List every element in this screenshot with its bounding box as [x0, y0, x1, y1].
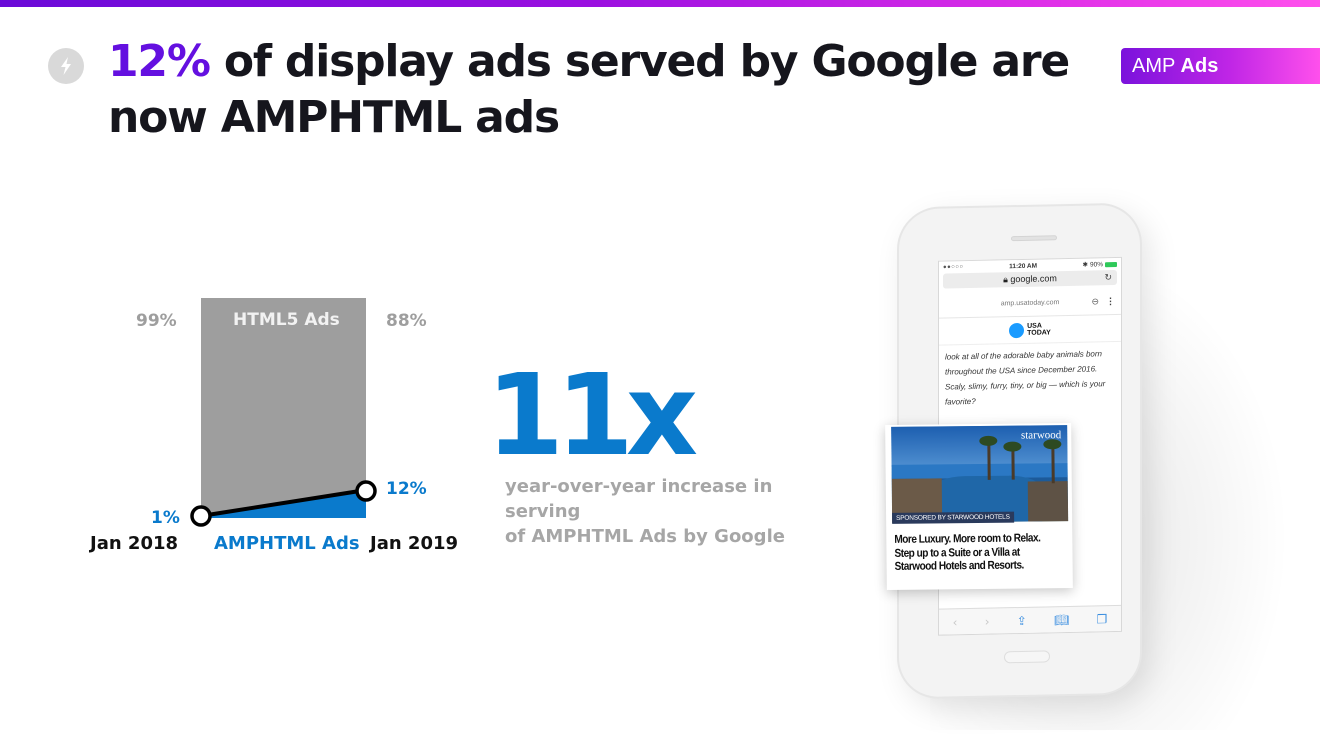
x-label-end: Jan 2019 [370, 533, 459, 554]
usa-today-dot-icon [1009, 322, 1025, 338]
ad-share-chart: 99% HTML5 Ads 88% 12% 1% Jan 2018 AMPHTM… [80, 280, 480, 570]
publisher-name-line2: TODAY [1027, 329, 1051, 337]
amp-series-label: AMPHTML Ads [214, 533, 360, 554]
more-options-icon[interactable]: ⋮ [1106, 295, 1115, 307]
amp-domain: amp.usatoday.com [1000, 299, 1060, 308]
back-icon[interactable]: ‹ [952, 614, 958, 629]
amphtml-ad-card[interactable]: starwood SPONSORED BY STARWOOD HOTELS Mo… [885, 423, 1073, 590]
amphtml-trend-line [200, 488, 367, 518]
forward-icon[interactable]: › [984, 614, 990, 629]
amp-lightning-icon [48, 48, 84, 84]
publisher-logo: USA TODAY [939, 314, 1121, 346]
html5-area [201, 298, 366, 518]
lock-icon: 🔒︎ [1003, 274, 1008, 285]
bluetooth-icon: ✱ [1082, 261, 1088, 269]
chart-area-plot [190, 298, 377, 527]
growth-stat-value: 11x [486, 351, 698, 481]
amp-end-value: 12% [386, 479, 427, 499]
headline-highlight: 12% [108, 36, 211, 87]
html5-end-value: 88% [386, 311, 427, 331]
article-text: look at all of the adorable baby animals… [945, 349, 1106, 407]
tabs-icon[interactable]: ❐ [1096, 611, 1108, 626]
stat-desc-line1: year-over-year increase in serving [505, 476, 773, 522]
battery-icon [1104, 261, 1117, 267]
amp-ads-tag: AMP Ads [1121, 48, 1320, 84]
amp-start-value: 1% [151, 508, 180, 528]
amp-viewer-bar: amp.usatoday.com ⊖ ⋮ [939, 287, 1121, 319]
tag-light: AMP [1132, 55, 1181, 77]
page-title: 12% of display ads served by Google are … [108, 34, 1098, 146]
growth-stat-description: year-over-year increase in serving of AM… [505, 474, 845, 549]
share-icon[interactable]: ⇪ [1016, 613, 1027, 628]
browser-toolbar: ‹ › ⇪ 📖︎ ❐ [939, 604, 1121, 635]
reload-icon[interactable]: ↻ [1104, 272, 1112, 283]
link-icon[interactable]: ⊖ [1091, 296, 1099, 307]
x-label-start: Jan 2018 [90, 533, 179, 554]
ad-brand-logo: starwood [1020, 429, 1062, 442]
status-time: 11:20 AM [1009, 262, 1038, 270]
ad-sponsor-label: SPONSORED BY STARWOOD HOTELS [892, 511, 1014, 524]
signal-icon: ●●○○○ [943, 264, 964, 271]
html5-series-label: HTML5 Ads [233, 310, 340, 330]
stat-desc-line2: of AMPHTML Ads by Google [505, 526, 785, 547]
headline-line1: of display ads served by Google are [209, 36, 1070, 87]
headline-line2: now AMPHTML ads [108, 92, 560, 143]
address-bar[interactable]: 🔒︎ google.com ↻ [943, 269, 1117, 289]
ad-copy: More Luxury. More room to Relax. Step up… [894, 532, 1041, 573]
data-point-end [355, 480, 377, 502]
tag-bold: Ads [1180, 55, 1219, 77]
html5-start-value: 99% [136, 311, 177, 331]
status-right: ✱ 90% [1083, 260, 1117, 269]
data-point-start [190, 505, 212, 527]
battery-percent: 90% [1089, 260, 1103, 269]
address-url: google.com [1010, 273, 1057, 285]
home-button [1004, 650, 1050, 664]
bookmarks-icon[interactable]: 📖︎ [1054, 612, 1070, 627]
top-gradient-bar [0, 0, 1320, 7]
ad-resort-image: starwood [891, 425, 1069, 523]
phone-speaker [1011, 235, 1057, 242]
